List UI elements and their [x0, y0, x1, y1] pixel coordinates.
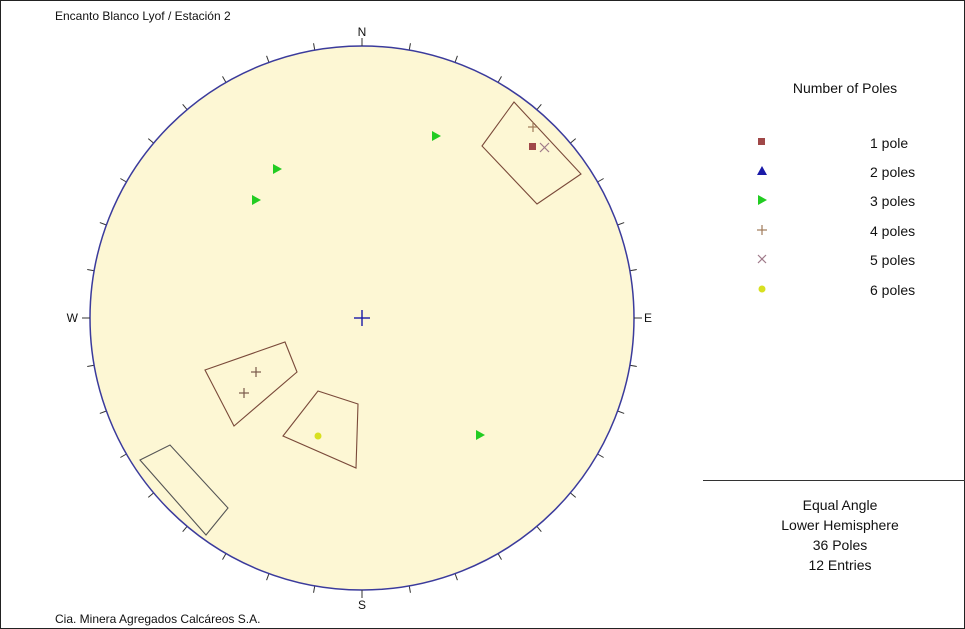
- pole-3-c: [252, 195, 261, 205]
- north-label: N: [358, 25, 367, 39]
- net-tick: [147, 138, 154, 144]
- square-icon: [758, 138, 765, 145]
- net-tick: [454, 573, 458, 581]
- net-tick: [629, 269, 637, 272]
- net-tick: [266, 55, 270, 63]
- legend-item-4-poles: 4 poles: [745, 221, 965, 241]
- east-label: E: [644, 311, 652, 325]
- net-tick: [182, 526, 188, 533]
- legend-label: 3 poles: [870, 193, 916, 209]
- hemisphere-label: Lower Hemisphere: [781, 517, 899, 533]
- window-ne: [481, 101, 582, 205]
- legend-item-1-pole: 1 pole: [745, 133, 965, 153]
- net-tick: [629, 364, 637, 367]
- net-tick: [617, 410, 625, 414]
- net-tick: [120, 178, 127, 183]
- net-tick: [182, 103, 188, 110]
- west-label: W: [67, 311, 79, 325]
- projection-label: Equal Angle: [802, 497, 878, 513]
- x-icon: [757, 254, 767, 264]
- legend-item-6-poles: 6 poles: [745, 280, 965, 300]
- net-tick: [222, 553, 227, 560]
- window-w: [204, 341, 298, 427]
- pole-3-b: [273, 164, 282, 174]
- pole-3-d: [476, 430, 485, 440]
- net-tick: [408, 585, 411, 593]
- net-tick: [570, 138, 577, 144]
- net-tick: [99, 222, 107, 226]
- net-tick: [408, 43, 411, 51]
- company-footer: Cia. Minera Agregados Calcáreos S.A.: [55, 612, 261, 626]
- legend-item-5-poles: 5 poles: [745, 250, 965, 270]
- legend-title: Number of Poles: [792, 80, 898, 96]
- net-tick: [313, 43, 316, 51]
- dot-icon: [758, 285, 766, 293]
- net-tick: [120, 453, 127, 458]
- pole-4-c: [239, 388, 249, 398]
- net-tick: [147, 492, 154, 498]
- legend-label: 5 poles: [870, 252, 916, 268]
- net-tick: [617, 222, 625, 226]
- net-tick: [536, 526, 542, 533]
- legend-label: 4 poles: [870, 223, 916, 239]
- plus-icon: [757, 225, 767, 235]
- poles-count: 36 Poles: [812, 537, 868, 553]
- triangle-icon: [757, 166, 767, 175]
- pole-4-a: [528, 122, 538, 132]
- net-tick: [454, 55, 458, 63]
- legend-divider: [703, 480, 965, 481]
- net-tick: [266, 573, 270, 581]
- net-ticks: [87, 43, 637, 593]
- plot-title: Encanto Blanco Lyof / Estación 2: [55, 9, 231, 23]
- window-edge-sw: [139, 444, 229, 536]
- pole-5: [539, 142, 550, 153]
- entries-count: 12 Entries: [808, 557, 872, 573]
- net-tick: [99, 410, 107, 414]
- net-tick: [597, 178, 604, 183]
- legend-item-3-poles: 3 poles: [745, 191, 965, 211]
- plot-info: Equal Angle Lower Hemisphere 36 Poles 12…: [740, 495, 940, 575]
- net-tick: [313, 585, 316, 593]
- legend-label: 1 pole: [870, 135, 909, 151]
- net-tick: [570, 492, 577, 498]
- pole-1: [529, 143, 536, 150]
- south-label: S: [358, 598, 366, 612]
- net-tick: [597, 453, 604, 458]
- net-tick: [536, 103, 542, 110]
- pole-3-a: [432, 131, 441, 141]
- legend-label: 6 poles: [870, 282, 916, 298]
- net-tick: [497, 76, 502, 83]
- net-tick: [222, 76, 227, 83]
- legend-label: 2 poles: [870, 164, 916, 180]
- window-sw: [282, 390, 359, 469]
- net-tick: [87, 364, 95, 367]
- pole-6: [314, 432, 322, 440]
- net-tick: [87, 269, 95, 272]
- triangle-right-icon: [758, 195, 767, 205]
- net-tick: [497, 553, 502, 560]
- pole-4-b: [251, 367, 261, 377]
- legend-item-2-poles: 2 poles: [745, 162, 965, 182]
